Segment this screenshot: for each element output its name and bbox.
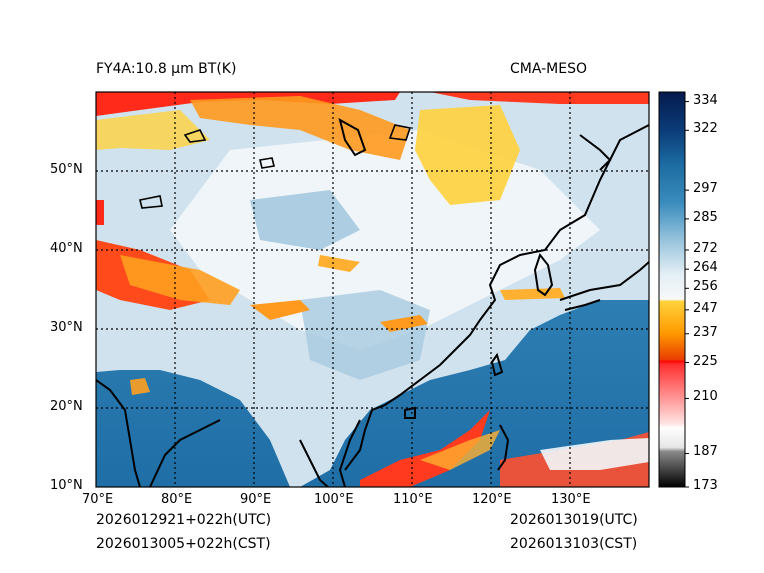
product-title: FY4A:10.8 µm BT(K) <box>96 61 237 77</box>
colorbar <box>658 91 686 488</box>
yellow-cloud-ne <box>415 105 520 205</box>
lon-label-130: 130°E <box>551 492 591 507</box>
colorbar-label-173: 173 <box>693 478 718 493</box>
orange-band-south <box>420 430 500 470</box>
colorbar-label-210: 210 <box>693 389 718 405</box>
yellow-cloud-nw <box>96 110 210 150</box>
colorbar-label-264: 264 <box>693 260 718 276</box>
model-title: CMA-MESO <box>510 61 588 77</box>
inland-lake-4 <box>388 124 412 141</box>
lon-label-110: 110°E <box>393 492 433 507</box>
lat-label-10: 10°N <box>50 478 83 493</box>
valid-time-cst: 2026013103(CST) <box>510 536 638 552</box>
colorbar-label-272: 272 <box>693 241 718 256</box>
colorbar-label-322: 322 <box>693 121 718 137</box>
lake-baikal <box>338 118 367 157</box>
coastline-indochina <box>299 419 361 487</box>
coastline-india <box>96 379 221 487</box>
coastline-korea <box>533 252 554 297</box>
inland-lake-2 <box>259 157 275 169</box>
colorbar-label-187: 187 <box>693 444 718 460</box>
colorbar-label-297: 297 <box>693 181 718 197</box>
inland-lake-1 <box>183 129 207 143</box>
orange-blob-india <box>130 378 150 395</box>
lat-label-30: 30°N <box>50 320 83 335</box>
colorbar-label-285: 285 <box>693 209 718 225</box>
lon-label-90: 90°E <box>240 492 272 507</box>
coastline-japan <box>559 261 649 311</box>
colorbar-label-247: 247 <box>693 300 718 316</box>
inland-lake-3 <box>139 195 163 209</box>
init-time-cst: 2026013005+022h(CST) <box>96 536 271 552</box>
coastline-taiwan <box>490 352 504 377</box>
init-time-utc: 2026012921+022h(UTC) <box>96 512 272 528</box>
cold-cloud-south <box>360 410 490 487</box>
red-streak-west-margin <box>96 200 104 225</box>
graticule <box>96 92 649 487</box>
orange-streak-4 <box>318 255 360 272</box>
colorbar-label-334: 334 <box>693 92 718 108</box>
cold-cloud-north-orange <box>190 96 410 160</box>
colorbar-label-256: 256 <box>693 279 718 295</box>
lon-label-120: 120°E <box>472 492 512 507</box>
map-frame <box>95 91 650 488</box>
cold-cloud-northeast <box>430 92 649 104</box>
orange-streak-3 <box>500 288 565 300</box>
okhotsk-coast <box>579 134 612 171</box>
lon-label-70: 70°E <box>82 492 114 507</box>
white-cloud-southeast <box>540 438 649 470</box>
valid-time-utc: 2026013019(UTC) <box>510 512 638 528</box>
brightness-temperature-field <box>96 92 649 487</box>
orange-streak-1 <box>250 300 310 320</box>
blue-gobi-patch <box>250 190 360 250</box>
coastline-philippines <box>497 424 510 471</box>
lon-label-100: 100°E <box>314 492 354 507</box>
lon-label-80: 80°E <box>161 492 193 507</box>
lat-label-50: 50°N <box>50 162 83 177</box>
colorbar-label-237: 237 <box>693 324 718 340</box>
cold-cloud-north <box>96 92 400 116</box>
cold-cloud-west-orange <box>120 255 240 305</box>
orange-streak-2 <box>380 315 428 332</box>
colorbar-label-225: 225 <box>693 353 718 369</box>
lat-label-20: 20°N <box>50 399 83 414</box>
lat-label-40: 40°N <box>50 241 83 256</box>
colorbar-ticks <box>685 101 689 488</box>
